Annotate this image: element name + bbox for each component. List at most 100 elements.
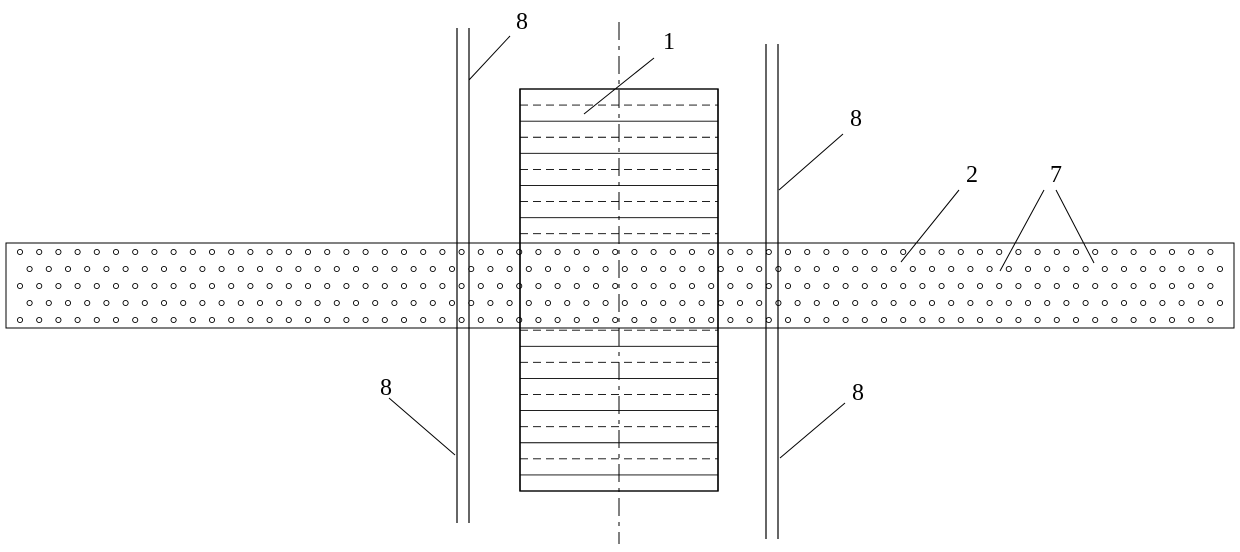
hole — [1083, 300, 1088, 305]
hole — [1112, 283, 1117, 288]
hole — [949, 266, 954, 271]
hole — [133, 283, 138, 288]
hole — [536, 317, 541, 322]
hole — [1131, 317, 1136, 322]
label-L8_top_left: 8 — [469, 9, 528, 80]
hole — [411, 300, 416, 305]
hole — [305, 317, 310, 322]
hole — [939, 317, 944, 322]
hole — [152, 283, 157, 288]
hole — [507, 266, 512, 271]
hole — [37, 249, 42, 254]
hole — [449, 300, 454, 305]
hole — [1035, 249, 1040, 254]
hole — [1054, 249, 1059, 254]
hole — [593, 283, 598, 288]
hole — [1006, 266, 1011, 271]
hole — [824, 249, 829, 254]
hole — [709, 249, 714, 254]
hole — [94, 317, 99, 322]
hole — [325, 283, 330, 288]
hole — [344, 283, 349, 288]
hole — [1208, 249, 1213, 254]
hole — [27, 300, 32, 305]
hole — [1045, 300, 1050, 305]
hole — [229, 317, 234, 322]
hole — [1198, 300, 1203, 305]
hole — [997, 249, 1002, 254]
hole — [785, 283, 790, 288]
hole — [430, 300, 435, 305]
hole — [152, 249, 157, 254]
hole — [805, 249, 810, 254]
hole — [353, 266, 358, 271]
hole — [747, 249, 752, 254]
hole — [507, 300, 512, 305]
hole — [113, 249, 118, 254]
hole — [363, 317, 368, 322]
hole — [843, 317, 848, 322]
hole — [1102, 300, 1107, 305]
hole — [286, 283, 291, 288]
hole — [209, 317, 214, 322]
hole — [968, 300, 973, 305]
hole — [37, 283, 42, 288]
hole — [1121, 300, 1126, 305]
hole — [1093, 283, 1098, 288]
hole — [728, 249, 733, 254]
hole — [939, 283, 944, 288]
hole — [651, 317, 656, 322]
hole — [1141, 266, 1146, 271]
hole — [1083, 266, 1088, 271]
hole — [593, 249, 598, 254]
hole — [1073, 283, 1078, 288]
hole — [958, 283, 963, 288]
hole — [968, 266, 973, 271]
hole — [987, 266, 992, 271]
hole — [1073, 249, 1078, 254]
hole — [315, 266, 320, 271]
hole — [421, 249, 426, 254]
hole — [382, 249, 387, 254]
hole — [113, 317, 118, 322]
hole — [277, 300, 282, 305]
hole — [181, 300, 186, 305]
hole — [305, 249, 310, 254]
hole — [65, 266, 70, 271]
hole — [200, 300, 205, 305]
hole — [267, 317, 272, 322]
hole — [382, 283, 387, 288]
hole — [757, 266, 762, 271]
hole — [977, 249, 982, 254]
hole — [1169, 317, 1174, 322]
hole — [94, 283, 99, 288]
hole — [901, 283, 906, 288]
hole — [699, 300, 704, 305]
hole — [1045, 266, 1050, 271]
hole — [785, 249, 790, 254]
hole — [401, 249, 406, 254]
hole — [363, 249, 368, 254]
label-L7: 7 — [1000, 162, 1094, 271]
hole — [526, 300, 531, 305]
hole — [46, 266, 51, 271]
hole — [833, 266, 838, 271]
hole — [574, 317, 579, 322]
hole — [238, 266, 243, 271]
hole — [574, 249, 579, 254]
hole — [613, 317, 618, 322]
hole — [46, 300, 51, 305]
hole — [1179, 300, 1184, 305]
hole — [632, 317, 637, 322]
hole — [171, 249, 176, 254]
hole — [958, 317, 963, 322]
hole — [1208, 283, 1213, 288]
hole — [1121, 266, 1126, 271]
hole — [1093, 317, 1098, 322]
hole — [910, 266, 915, 271]
hole — [1035, 283, 1040, 288]
hole — [747, 283, 752, 288]
label-L7-text: 7 — [1050, 162, 1062, 188]
hole — [161, 266, 166, 271]
hole — [718, 266, 723, 271]
